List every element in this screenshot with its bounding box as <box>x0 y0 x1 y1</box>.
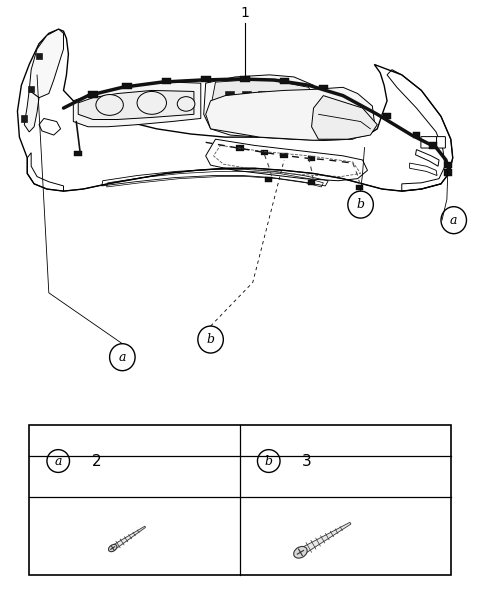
Text: a: a <box>119 350 126 363</box>
Bar <box>216 101 224 108</box>
Bar <box>230 113 239 121</box>
Bar <box>444 162 452 168</box>
Polygon shape <box>204 75 324 137</box>
Bar <box>261 150 268 155</box>
Bar <box>356 185 362 190</box>
Polygon shape <box>302 522 351 553</box>
Bar <box>284 101 293 108</box>
Bar <box>225 91 234 99</box>
Bar <box>258 91 266 99</box>
Bar <box>122 83 132 89</box>
Bar <box>299 101 308 108</box>
Bar <box>250 113 259 121</box>
Bar <box>444 169 452 176</box>
Polygon shape <box>114 526 145 548</box>
FancyBboxPatch shape <box>421 137 437 148</box>
Bar <box>284 87 293 95</box>
Bar <box>267 101 276 108</box>
Text: 1: 1 <box>240 6 249 20</box>
Bar <box>319 85 328 91</box>
Bar <box>284 113 293 121</box>
Ellipse shape <box>108 545 117 552</box>
Bar <box>299 113 308 121</box>
Text: b: b <box>206 333 215 346</box>
Polygon shape <box>73 82 201 127</box>
Bar <box>267 87 276 95</box>
Ellipse shape <box>177 96 195 111</box>
Bar <box>236 146 244 150</box>
Bar <box>308 156 315 161</box>
Bar <box>36 53 42 59</box>
Bar <box>216 87 224 95</box>
Polygon shape <box>211 79 315 121</box>
Ellipse shape <box>137 91 167 114</box>
Polygon shape <box>206 87 374 140</box>
Text: b: b <box>265 455 273 468</box>
Bar <box>429 142 437 149</box>
Ellipse shape <box>294 546 307 558</box>
Bar <box>250 87 259 95</box>
Bar <box>230 87 239 95</box>
Bar <box>22 115 27 121</box>
Text: 3: 3 <box>302 453 312 468</box>
Text: a: a <box>54 455 62 468</box>
Bar <box>201 76 211 82</box>
Bar <box>230 101 239 108</box>
Bar <box>74 150 82 156</box>
Bar <box>280 78 289 84</box>
Bar <box>88 91 98 98</box>
Bar <box>216 113 224 121</box>
Bar <box>162 78 171 84</box>
Polygon shape <box>24 91 39 132</box>
Polygon shape <box>29 29 63 98</box>
FancyBboxPatch shape <box>437 137 445 148</box>
Bar <box>28 86 34 92</box>
Bar <box>383 113 391 120</box>
Bar <box>240 76 250 82</box>
Text: 2: 2 <box>91 453 101 468</box>
Bar <box>267 113 276 121</box>
Bar <box>412 132 420 138</box>
Bar <box>308 180 314 185</box>
Bar <box>280 153 288 158</box>
Bar <box>242 91 251 99</box>
Polygon shape <box>78 91 194 120</box>
Text: a: a <box>450 214 457 227</box>
Ellipse shape <box>96 95 123 115</box>
Text: b: b <box>357 198 365 211</box>
Bar <box>265 176 272 182</box>
Polygon shape <box>312 96 377 139</box>
Bar <box>354 100 362 106</box>
Bar <box>274 91 283 99</box>
Bar <box>299 87 308 95</box>
Bar <box>250 101 259 108</box>
